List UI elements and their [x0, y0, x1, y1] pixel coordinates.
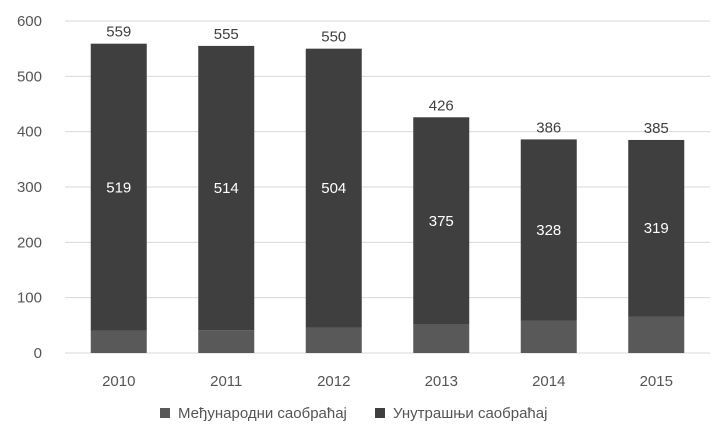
bars [90, 43, 685, 353]
data-label-international: 58 [540, 329, 557, 346]
data-label-total: 386 [536, 119, 561, 136]
data-label-international: 46 [325, 332, 342, 349]
legend-label-domestic: Унутрашњи саобраћај [393, 405, 547, 422]
data-label-international: 41 [218, 334, 235, 351]
bar-segment-international [628, 316, 685, 353]
data-label-domestic: 328 [536, 222, 561, 239]
x-tick-label: 2012 [317, 373, 350, 390]
data-labels: 40 519 559 41 514 555 46 504 550 51 375 426 58 328 386… [106, 24, 669, 351]
bar-segment-domestic [413, 117, 470, 325]
data-label-total: 550 [321, 29, 346, 46]
bar-segment-international [198, 330, 255, 353]
y-tick-label: 600 [17, 13, 42, 30]
bar-segment-domestic [198, 45, 255, 331]
data-label-total: 555 [214, 26, 239, 43]
bar-segment-international [413, 324, 470, 353]
bar-segment-domestic [90, 43, 147, 331]
data-label-international: 40 [110, 334, 127, 351]
data-label-domestic: 519 [106, 179, 131, 196]
data-label-domestic: 319 [644, 220, 669, 237]
y-tick-label: 0 [34, 345, 42, 362]
y-tick-label: 200 [17, 234, 42, 251]
x-tick-label: 2010 [102, 373, 135, 390]
x-axis-ticks: 2010 2011 2012 2013 2014 2015 [102, 373, 673, 390]
bar-segment-international [520, 320, 577, 353]
bar-segment-domestic [628, 139, 685, 317]
data-label-domestic: 375 [429, 213, 454, 230]
y-tick-label: 400 [17, 124, 42, 141]
data-label-total: 385 [644, 120, 669, 137]
data-label-international: 51 [433, 331, 450, 348]
legend-swatch-domestic [375, 408, 385, 418]
x-tick-label: 2014 [532, 373, 565, 390]
bar-segment-domestic [305, 48, 362, 328]
bar-segment-international [90, 330, 147, 353]
legend: Међународни саобраћај Унутрашњи саобраћај [160, 405, 547, 422]
bar-segment-domestic [520, 139, 577, 321]
x-tick-label: 2013 [425, 373, 458, 390]
data-label-domestic: 504 [321, 180, 346, 197]
y-axis-ticks: 0 100 200 300 400 500 600 [17, 13, 42, 362]
data-label-total: 426 [429, 97, 454, 114]
data-label-total: 559 [106, 24, 131, 41]
legend-swatch-international [160, 408, 170, 418]
bar-segment-international [305, 327, 362, 353]
y-tick-label: 300 [17, 179, 42, 196]
data-label-domestic: 514 [214, 180, 239, 197]
x-tick-label: 2015 [640, 373, 673, 390]
y-tick-label: 100 [17, 290, 42, 307]
data-label-international: 66 [648, 327, 665, 344]
legend-label-international: Међународни саобраћај [178, 405, 347, 422]
x-tick-label: 2011 [210, 373, 242, 390]
gridlines [65, 20, 710, 354]
y-tick-label: 500 [17, 68, 42, 85]
